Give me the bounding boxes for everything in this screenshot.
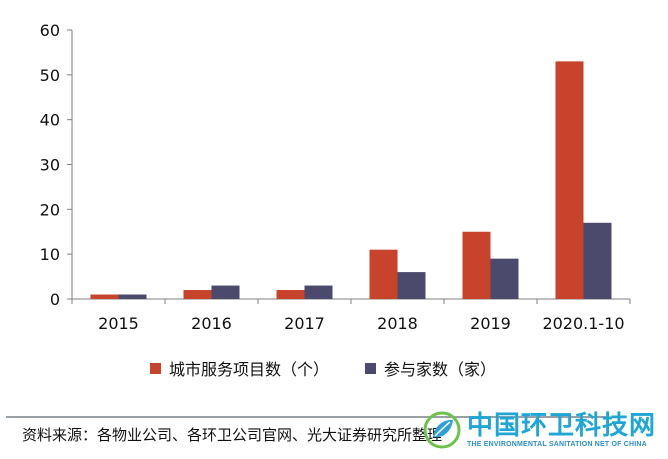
x-tick-label: 2017 <box>284 314 325 333</box>
leaf-logo-icon <box>423 411 461 449</box>
x-tick-label: 2015 <box>98 314 139 333</box>
y-tick-label: 40 <box>40 111 60 130</box>
y-tick-label: 10 <box>40 245 60 264</box>
source-note: 资料来源：各物业公司、各环卫公司官网、光大证券研究所整理 <box>22 426 443 444</box>
y-axis: 0 10 20 30 40 50 60 <box>40 21 73 309</box>
bar-series-2-2017 <box>304 285 333 299</box>
legend-label-series-2: 参与家数（家） <box>384 360 497 379</box>
x-tick-label: 2018 <box>377 314 418 333</box>
legend-item-series-2: 参与家数（家） <box>365 356 496 380</box>
legend-swatch-series-1 <box>150 362 161 374</box>
bar-series-1-2019 <box>462 231 491 299</box>
y-tick-label: 50 <box>40 66 60 85</box>
bar-series-2-2020.1-10 <box>583 222 612 299</box>
x-tick-label: 2020.1-10 <box>542 314 624 333</box>
bar-series-1-2018 <box>369 249 398 299</box>
bar-series-1-2020.1-10 <box>555 61 584 300</box>
x-tick-label: 2019 <box>470 314 511 333</box>
bar-series-1-2015 <box>90 294 119 299</box>
bar-series-2-2018 <box>397 272 426 299</box>
bars <box>90 61 612 300</box>
bar-series-2-2019 <box>490 258 519 299</box>
y-tick-label: 20 <box>40 200 60 219</box>
watermark: 中国环卫科技网 THE ENVIRONMENTAL SANITATION NET… <box>423 411 656 449</box>
y-tick-label: 30 <box>40 156 60 175</box>
bar-series-2-2016 <box>211 285 240 299</box>
legend-label-series-1: 城市服务项目数（个） <box>169 360 330 379</box>
x-tick-label: 2016 <box>191 314 232 333</box>
bar-series-1-2016 <box>183 290 212 299</box>
watermark-subtitle: THE ENVIRONMENTAL SANITATION NET OF CHIN… <box>466 440 647 448</box>
legend: 城市服务项目数（个） 参与家数（家） <box>150 356 496 380</box>
y-tick-label: 0 <box>50 290 60 309</box>
watermark-title: 中国环卫科技网 <box>466 410 656 441</box>
y-tick-label: 60 <box>40 21 60 40</box>
source-divider <box>6 416 606 418</box>
bar-chart: 0 10 20 30 40 50 60 2015 2016 2017 2018 2019 2020.1… <box>40 21 631 333</box>
bar-series-1-2017 <box>276 290 305 299</box>
bar-series-2-2015 <box>118 294 147 299</box>
x-axis: 2015 2016 2017 2018 2019 2020.1-10 <box>71 298 631 333</box>
legend-item-series-1: 城市服务项目数（个） <box>150 356 329 380</box>
legend-swatch-series-2 <box>365 362 377 374</box>
